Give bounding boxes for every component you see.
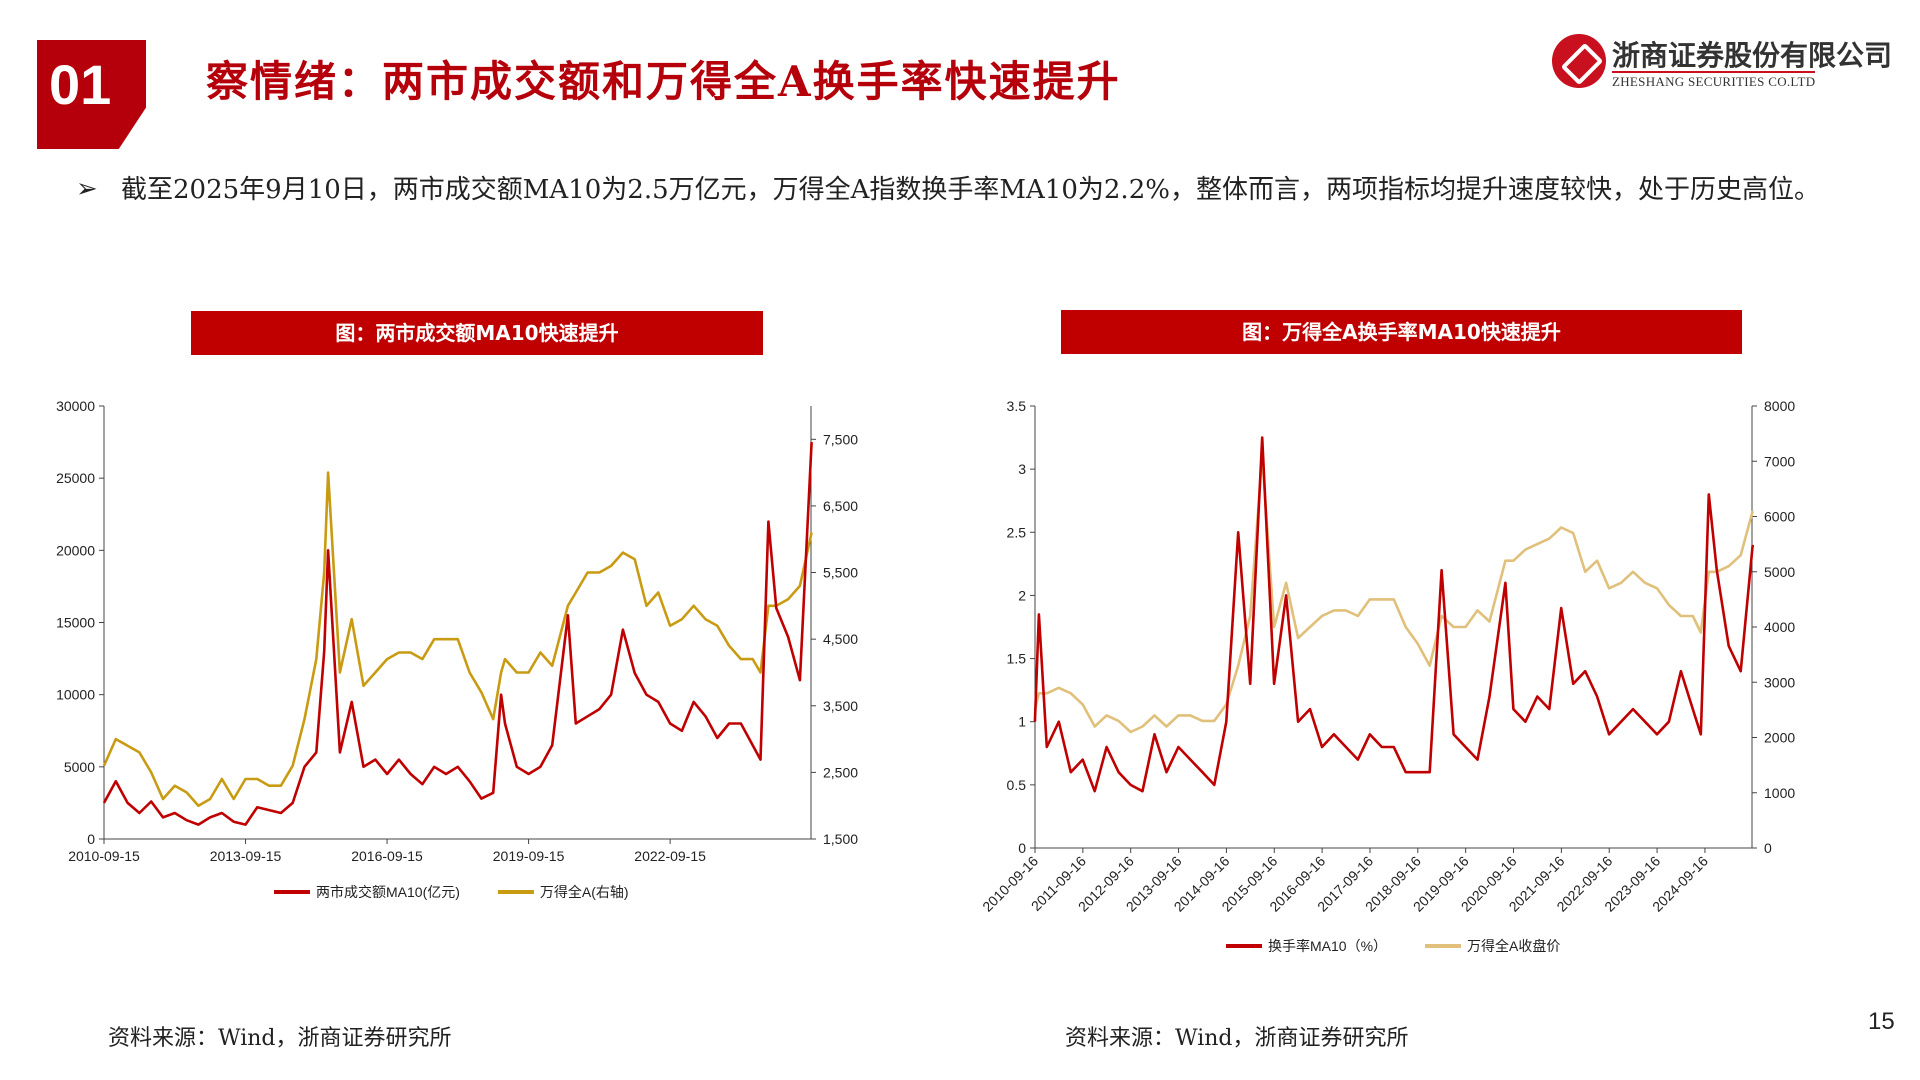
x-tick-label: 2022-09-15	[634, 848, 706, 864]
left-tick-label: 0.5	[1007, 777, 1027, 793]
page-title: 察情绪：两市成交额和万得全A换手率快速提升	[206, 57, 1121, 106]
left-tick-label: 0	[1018, 840, 1026, 856]
right-tick-label: 5000	[1764, 564, 1795, 580]
right-tick-label: 4000	[1764, 619, 1795, 635]
logo-cn: 浙商证券股份有限公司	[1612, 39, 1893, 72]
right-tick-label: 0	[1764, 840, 1772, 856]
right-tick-label: 1000	[1764, 785, 1795, 801]
right-tick-label: 6,500	[823, 498, 858, 514]
x-tick-label: 2010-09-15	[68, 848, 140, 864]
left-tick-label: 10000	[56, 687, 95, 703]
legend-label-1: 万得全A收盘价	[1467, 938, 1560, 954]
x-tick-label: 2019-09-15	[493, 848, 565, 864]
x-tick-label: 2013-09-15	[210, 848, 282, 864]
left-tick-label: 1	[1018, 714, 1026, 730]
left-tick-label: 2	[1018, 587, 1026, 603]
x-tick-label: 2016-09-15	[351, 848, 423, 864]
left-tick-label: 2.5	[1007, 524, 1027, 540]
left-tick-label: 5000	[64, 759, 95, 775]
legend-label-0: 换手率MA10（%）	[1268, 938, 1387, 954]
summary-text: 截至2025年9月10日，两市成交额MA10为2.5万亿元，万得全A指数换手率M…	[121, 175, 1820, 205]
series-line-1	[102, 471, 813, 807]
right-tick-label: 3000	[1764, 674, 1795, 690]
right-tick-label: 2,500	[823, 764, 858, 780]
right-tick-label: 7,500	[823, 431, 858, 447]
section-badge: 01	[37, 40, 146, 149]
right-tick-label: 2000	[1764, 730, 1795, 746]
right-source: 资料来源：Wind，浙商证券研究所	[1065, 1026, 1409, 1051]
right-chart-title: 图：万得全A换手率MA10快速提升	[1061, 310, 1742, 354]
left-tick-label: 20000	[56, 542, 95, 558]
left-tick-label: 1.5	[1007, 651, 1027, 667]
left-tick-label: 0	[87, 831, 95, 847]
legend-label-0: 两市成交额MA10(亿元)	[316, 884, 460, 900]
right-tick-label: 7000	[1764, 453, 1795, 469]
left-tick-label: 15000	[56, 615, 95, 631]
arrow-bullet-icon: ➢	[76, 174, 98, 204]
legend-label-1: 万得全A(右轴)	[540, 884, 629, 900]
series-line-1	[1033, 454, 1754, 734]
left-tick-label: 30000	[56, 398, 95, 414]
right-tick-label: 3,500	[823, 698, 858, 714]
page-number: 15	[1868, 1008, 1895, 1035]
section-number: 01	[49, 53, 112, 116]
right-tick-label: 8000	[1764, 398, 1795, 414]
right-tick-label: 5,500	[823, 565, 858, 581]
series-line-0	[1033, 436, 1754, 793]
left-chart-title: 图：两市成交额MA10快速提升	[191, 311, 763, 355]
logo-mark-icon	[1552, 34, 1606, 88]
left-tick-label: 25000	[56, 470, 95, 486]
right-tick-label: 4,500	[823, 631, 858, 647]
logo-en: ZHESHANG SECURITIES CO.LTD	[1612, 71, 1816, 90]
right-tick-label: 1,500	[823, 831, 858, 847]
left-tick-label: 3	[1018, 461, 1026, 477]
right-tick-label: 6000	[1764, 509, 1795, 525]
left-tick-label: 3.5	[1007, 398, 1027, 414]
company-logo: 浙商证券股份有限公司 ZHESHANG SECURITIES CO.LTD	[1552, 34, 1897, 90]
left-source: 资料来源：Wind，浙商证券研究所	[108, 1026, 452, 1051]
series-line-0	[102, 442, 813, 826]
